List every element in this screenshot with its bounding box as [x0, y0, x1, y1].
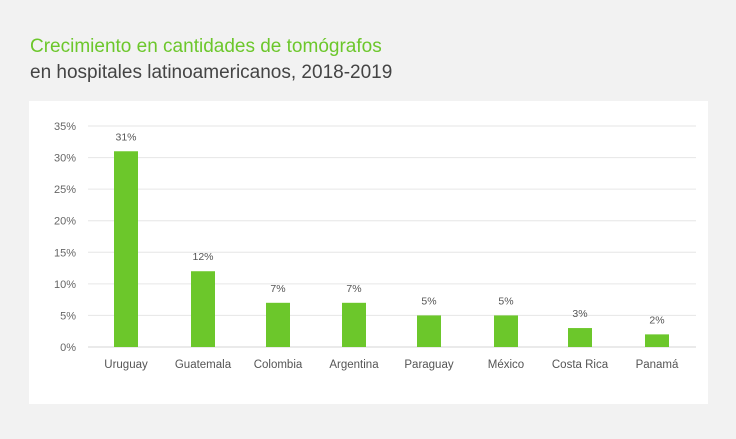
bar	[191, 271, 215, 347]
y-tick-label: 15%	[54, 247, 76, 259]
data-label: 5%	[421, 295, 436, 307]
x-tick-label: Argentina	[329, 359, 379, 371]
data-label: 31%	[115, 131, 136, 143]
data-label: 12%	[192, 251, 213, 263]
bar	[114, 151, 138, 347]
bar	[568, 328, 592, 347]
bar	[266, 302, 290, 347]
x-tick-label: Paraguay	[404, 359, 453, 371]
data-label: 2%	[649, 314, 664, 326]
y-tick-label: 0%	[60, 342, 76, 354]
data-label: 3%	[572, 308, 587, 320]
chart-title: Crecimiento en cantidades de tomógrafos	[30, 36, 382, 57]
x-tick-label: Costa Rica	[552, 359, 609, 371]
bar	[645, 334, 669, 347]
x-tick-label: Uruguay	[104, 359, 148, 371]
bar	[342, 302, 366, 347]
y-tick-label: 30%	[54, 153, 76, 165]
x-tick-label: Panamá	[636, 359, 679, 371]
data-label: 7%	[346, 283, 361, 295]
chart-subtitle: en hospitales latinoamericanos, 2018-201…	[30, 62, 393, 83]
bar	[417, 315, 441, 347]
x-tick-label: Colombia	[254, 359, 303, 371]
data-label: 5%	[498, 295, 513, 307]
y-tick-label: 5%	[60, 310, 76, 322]
y-tick-label: 20%	[54, 216, 76, 228]
x-tick-label: Guatemala	[175, 359, 232, 371]
y-tick-label: 35%	[54, 121, 76, 133]
bar	[494, 315, 518, 347]
y-tick-label: 25%	[54, 184, 76, 196]
y-tick-label: 10%	[54, 279, 76, 291]
chart-title-block: Crecimiento en cantidades de tomógrafos …	[30, 34, 392, 86]
data-label: 7%	[270, 283, 285, 295]
x-tick-label: México	[488, 359, 524, 371]
